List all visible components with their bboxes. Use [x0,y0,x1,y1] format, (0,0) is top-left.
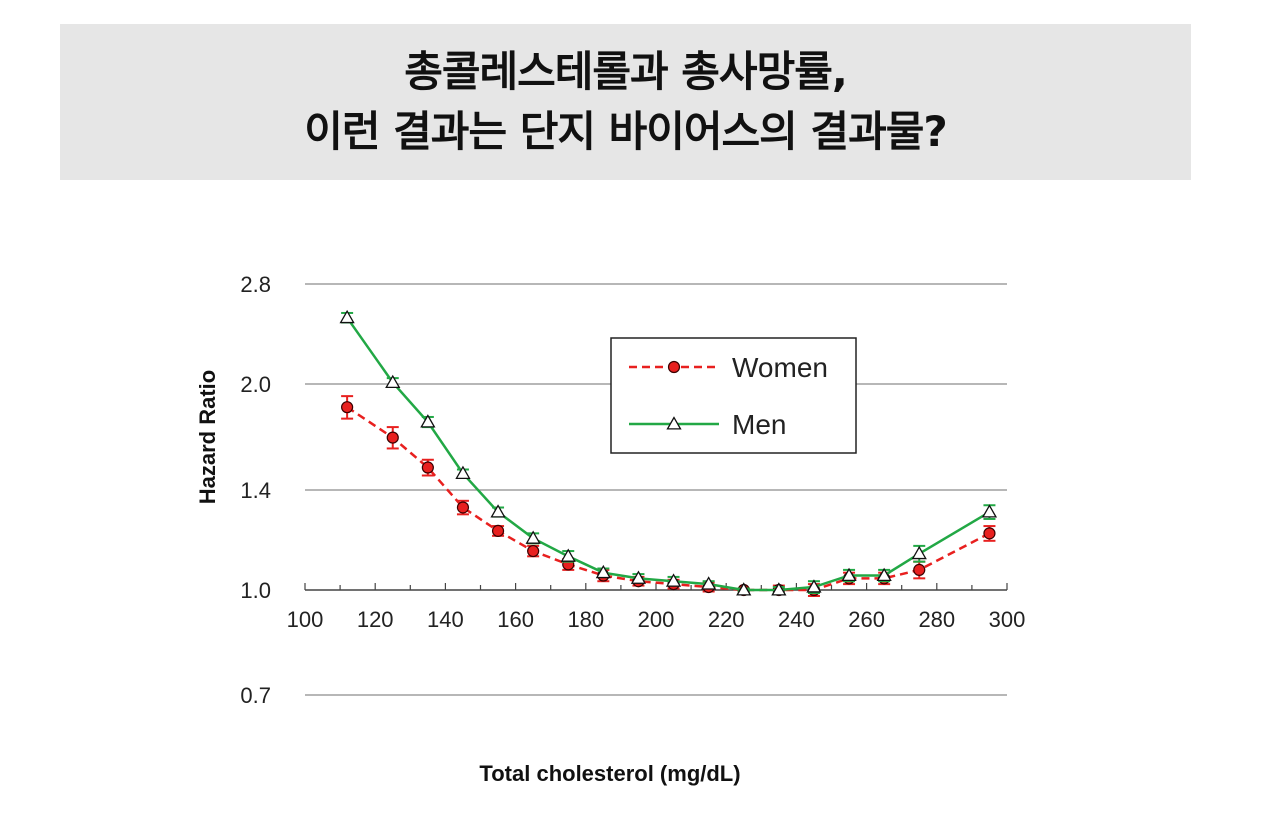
x-axis: 100 120 140 160 180 200 220 240 260 280 300 [287,583,1026,632]
legend-box [610,337,857,454]
y-tick-label: 1.4 [240,478,271,503]
data-series [339,309,998,598]
legend-entries: Women Men [629,352,828,440]
legend-entry-men: Men [629,409,786,440]
data-point-men [736,582,752,596]
data-point-men [525,530,541,544]
y-tick-label: 1.0 [240,578,271,603]
series-men [339,309,998,596]
data-point-men [490,504,506,518]
title-line-1: 총콜레스테롤과 총사망률, [404,47,848,96]
data-point-men [420,414,436,428]
data-point-men [876,567,892,582]
x-tick-label: 220 [708,607,745,632]
y-tick-label: 2.0 [240,372,271,397]
y-axis-title: Hazard Ratio [195,370,220,504]
data-point-men [841,567,857,582]
data-point-women [913,563,926,576]
data-point-women [527,544,540,558]
legend-entry-women: Women [629,352,828,383]
legend-marker-men [666,416,682,430]
data-point-women [386,431,399,444]
data-point-men [771,582,787,596]
data-point-men [595,564,611,579]
x-axis-title: Total cholesterol (mg/dL) [479,761,740,786]
data-point-women [491,524,505,538]
x-tick-label: 140 [427,607,464,632]
data-point-men [911,545,927,560]
data-point-men [560,548,576,562]
legend: Women Men [610,337,857,454]
x-tick-label: 120 [357,607,394,632]
data-point-women [341,401,354,414]
legend-label-women: Women [732,352,828,383]
data-point-women [983,527,996,540]
title-banner: 총콜레스테롤과 총사망률, 이런 결과는 단지 바이어스의 결과물? [60,24,1191,180]
data-point-men [339,309,355,324]
x-tick-label: 200 [638,607,675,632]
data-point-women [421,461,434,474]
x-tick-label: 100 [287,607,324,632]
x-tick-label: 240 [778,607,815,632]
x-tick-label: 300 [989,607,1026,632]
x-tick-label: 280 [918,607,955,632]
data-point-men [701,576,717,590]
data-point-men [630,570,647,584]
data-point-men [665,573,682,587]
y-tick-labels: 0.7 1.0 1.4 2.0 2.8 [240,272,271,708]
y-tick-label: 2.8 [240,272,271,297]
data-point-men [385,374,401,389]
y-tick-label: 0.7 [240,683,271,708]
x-tick-label: 160 [497,607,534,632]
data-point-men [806,579,822,593]
legend-label-men: Men [732,409,786,440]
data-point-men [981,504,998,518]
data-point-women [456,501,470,514]
legend-marker-women [667,360,681,374]
title-line-2: 이런 결과는 단지 바이어스의 결과물? [304,107,947,156]
series-line-men [346,316,991,592]
x-tick-label: 260 [848,607,885,632]
data-point-men [455,465,471,480]
x-tick-label: 180 [567,607,604,632]
